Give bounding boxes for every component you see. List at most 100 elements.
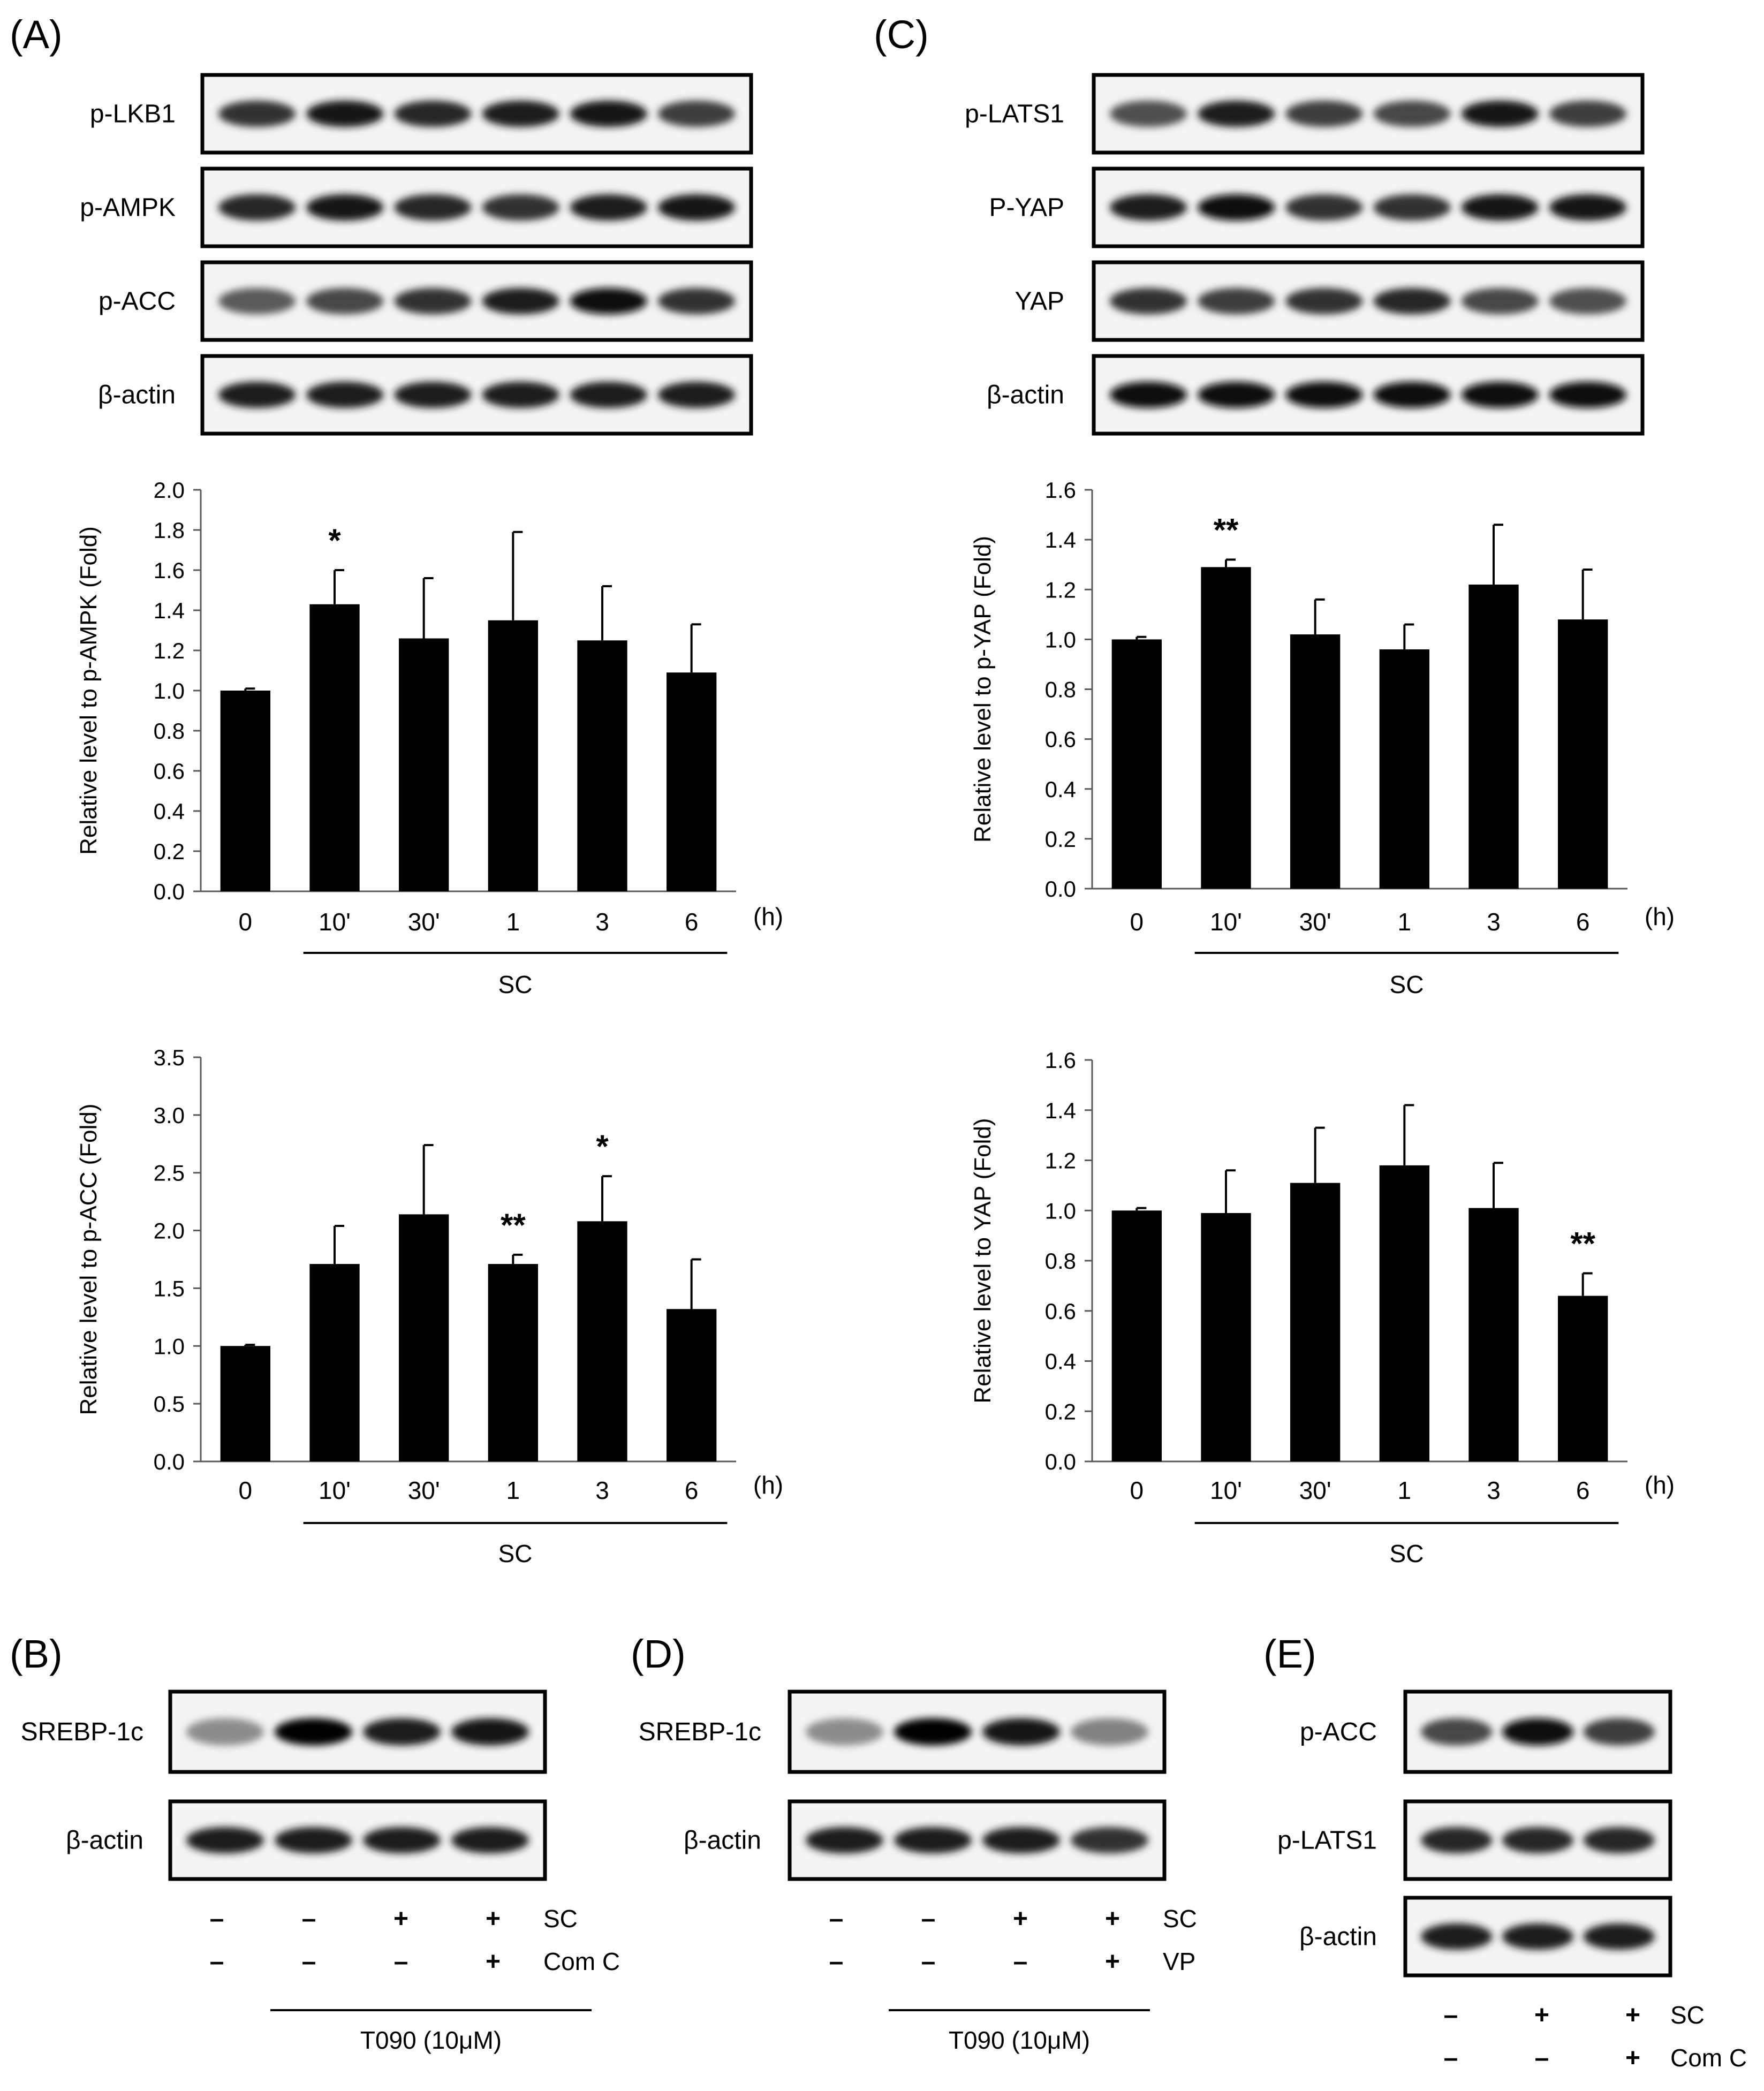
- blot-label: β-actin: [987, 381, 1064, 410]
- category-label: 30': [408, 1476, 440, 1504]
- treatment-sign: –: [1444, 2044, 1458, 2072]
- blot-a-3: β-actin: [98, 354, 753, 436]
- y-tick-label: 1.2: [1045, 577, 1076, 602]
- blot-band: [657, 287, 736, 315]
- y-tick-label: 0.0: [1045, 1449, 1076, 1474]
- blot-band: [982, 1827, 1061, 1854]
- blot-band: [451, 1718, 529, 1746]
- bar: [1468, 584, 1519, 889]
- bar: [667, 672, 717, 891]
- x-unit-label: (h): [753, 1471, 783, 1499]
- category-label: 10': [1210, 1476, 1242, 1504]
- significance-mark: **: [1570, 1225, 1595, 1261]
- blot-band: [394, 194, 472, 221]
- blot-label: SREBP-1c: [639, 1718, 761, 1746]
- treatment-sign: +: [486, 1948, 501, 1976]
- blot-band: [1583, 1923, 1655, 1950]
- category-label: 6: [685, 1476, 699, 1504]
- bar: [1558, 619, 1608, 889]
- bar: [1111, 1210, 1162, 1461]
- y-tick-label: 0.6: [154, 759, 185, 784]
- blot-band: [570, 287, 647, 315]
- blot-label: β-actin: [1299, 1923, 1377, 1951]
- treatment-sign: +: [1105, 1905, 1120, 1933]
- group-label: SC: [498, 1540, 533, 1567]
- blot-band: [1549, 194, 1627, 221]
- y-tick-label: 1.4: [1045, 527, 1076, 552]
- group-label: SC: [1390, 971, 1424, 998]
- blot-band: [1109, 381, 1187, 408]
- bar: [399, 1214, 449, 1461]
- treatment-sign: –: [921, 1948, 936, 1976]
- western-blots: p-LKB1 p-AMPK p-ACC β-actin p-LATS1 P-YAP YAP β…: [21, 73, 1672, 1978]
- y-tick-label: 1.4: [1045, 1098, 1076, 1123]
- y-tick-label: 1.8: [154, 518, 185, 543]
- y-tick-label: 1.2: [154, 638, 185, 663]
- blot-d-1: β-actin: [684, 1799, 1167, 1881]
- y-tick-label: 1.4: [154, 598, 185, 623]
- panel-label-d: (D): [631, 1632, 686, 1676]
- blot-label: p-ACC: [1300, 1718, 1377, 1746]
- treatment-sign: –: [1444, 2001, 1458, 2029]
- y-tick-label: 0.0: [1045, 876, 1076, 901]
- treatment-sign: +: [1625, 2044, 1640, 2072]
- treatment-sign: –: [829, 1905, 844, 1933]
- blot-band: [306, 381, 384, 408]
- blot-band: [362, 1827, 441, 1854]
- category-label: 3: [595, 908, 609, 936]
- blot-band: [1285, 100, 1363, 127]
- y-axis-title: Relative level to p-AMPK (Fold): [75, 526, 102, 855]
- bar: [220, 1346, 270, 1461]
- y-tick-label: 0.8: [1045, 1248, 1076, 1274]
- treatment-sign: –: [210, 1948, 224, 1976]
- treatment-sign: –: [302, 1948, 316, 1976]
- chart-p-acc: 0.0 0.5 1.0 1.5 2.0 2.5 3.0 3.5 Relative level t…: [75, 1045, 783, 1567]
- y-tick-label: 3.0: [154, 1103, 185, 1128]
- chart-p-yap: 0.0 0.2 0.4 0.6 0.8 1.0 1.2 1.4 1.6 Relative leve…: [970, 478, 1675, 998]
- treatment-sign: +: [486, 1905, 501, 1933]
- blot-band: [657, 381, 736, 408]
- significance-mark: **: [1214, 512, 1239, 548]
- blot-band: [186, 1718, 264, 1746]
- category-label: 10': [319, 908, 351, 936]
- blot-band: [394, 287, 472, 315]
- blot-band: [274, 1718, 353, 1746]
- panel-label-b: (B): [10, 1632, 63, 1676]
- treatment-name: VP: [1163, 1948, 1195, 1975]
- blot-band: [362, 1718, 441, 1746]
- category-label: 30': [408, 908, 440, 936]
- blot-band: [274, 1827, 353, 1854]
- blot-label: β-actin: [98, 381, 176, 410]
- bar: [488, 620, 538, 891]
- bar: [667, 1309, 717, 1461]
- bar: [1379, 649, 1429, 889]
- panel-label-a: (A): [10, 12, 63, 57]
- x-unit-label: (h): [1645, 1471, 1675, 1499]
- blot-band: [1109, 100, 1187, 127]
- blot-band: [1070, 1718, 1149, 1746]
- x-unit-label: (h): [753, 903, 783, 930]
- blot-label: p-AMPK: [80, 194, 176, 222]
- blot-a-1: p-AMPK: [80, 166, 753, 248]
- blot-band: [186, 1827, 264, 1854]
- blot-band: [482, 381, 559, 408]
- blot-band: [451, 1827, 529, 1854]
- y-tick-label: 0.2: [154, 839, 185, 864]
- blot-band: [1502, 1718, 1574, 1746]
- y-tick-label: 1.0: [1045, 627, 1076, 652]
- blot-band: [570, 194, 647, 221]
- category-label: 1: [506, 1476, 520, 1504]
- blot-band: [1549, 381, 1627, 408]
- y-tick-label: 1.2: [1045, 1148, 1076, 1173]
- y-tick-label: 2.5: [154, 1161, 185, 1186]
- blot-band: [1373, 100, 1451, 127]
- category-label: 3: [595, 1476, 609, 1504]
- blot-label: p-LATS1: [1277, 1827, 1377, 1855]
- y-tick-label: 0.4: [1045, 777, 1076, 802]
- treatment-sign: –: [302, 1905, 316, 1933]
- blot-band: [1549, 287, 1627, 315]
- blot-band: [805, 1827, 884, 1854]
- y-tick-label: 0.2: [1045, 827, 1076, 852]
- y-tick-label: 1.0: [154, 1334, 185, 1359]
- blot-band: [657, 194, 736, 221]
